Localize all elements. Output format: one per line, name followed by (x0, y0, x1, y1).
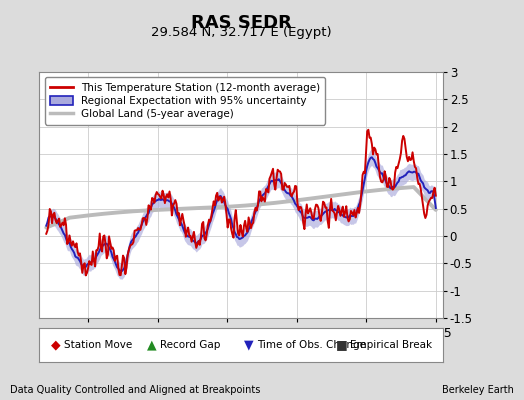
Text: Time of Obs. Change: Time of Obs. Change (257, 340, 366, 350)
Text: Empirical Break: Empirical Break (350, 340, 432, 350)
Text: 29.584 N, 32.717 E (Egypt): 29.584 N, 32.717 E (Egypt) (151, 26, 331, 39)
Text: Berkeley Earth: Berkeley Earth (442, 385, 514, 395)
Text: ▲: ▲ (147, 338, 157, 352)
Text: Data Quality Controlled and Aligned at Breakpoints: Data Quality Controlled and Aligned at B… (10, 385, 261, 395)
Legend: This Temperature Station (12-month average), Regional Expectation with 95% uncer: This Temperature Station (12-month avera… (45, 77, 325, 124)
Text: RAS SEDR: RAS SEDR (191, 14, 291, 32)
Text: Record Gap: Record Gap (160, 340, 221, 350)
Text: Station Move: Station Move (63, 340, 132, 350)
Text: ▼: ▼ (244, 338, 254, 352)
Text: ■: ■ (336, 338, 348, 352)
Text: ◆: ◆ (51, 338, 60, 352)
